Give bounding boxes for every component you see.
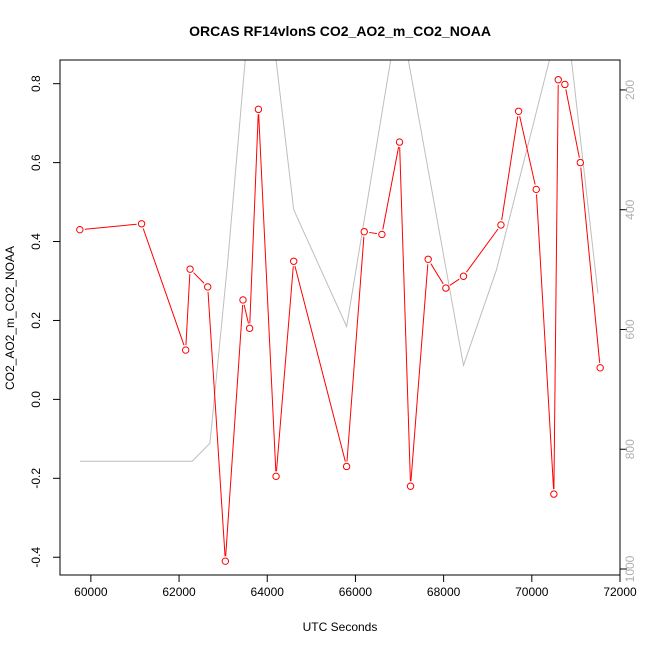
data-point bbox=[561, 80, 569, 89]
series-segment bbox=[249, 114, 259, 324]
y2-tick-label: 400 bbox=[623, 199, 637, 219]
data-point bbox=[272, 472, 280, 481]
series-segment bbox=[294, 265, 346, 462]
series-segment bbox=[565, 89, 580, 158]
y2-tick-label: 1000 bbox=[623, 555, 637, 582]
x-axis-label: UTC Seconds bbox=[303, 620, 378, 634]
data-point bbox=[137, 220, 146, 228]
series-segment bbox=[553, 84, 559, 490]
series-layer bbox=[76, 60, 604, 565]
series-1 bbox=[79, 60, 599, 462]
axes-layer: 60000 62000 64000 66000 68000 70000 72000 -0.4 -… bbox=[29, 75, 637, 599]
y-tick-label: 0.2 bbox=[29, 312, 43, 329]
data-point bbox=[406, 482, 415, 490]
y-tick-label: -0.2 bbox=[29, 468, 43, 489]
data-point bbox=[360, 227, 368, 236]
data-point bbox=[342, 462, 351, 471]
data-point bbox=[181, 346, 190, 354]
y-tick-label: 0.6 bbox=[29, 154, 43, 171]
data-point bbox=[395, 138, 404, 146]
data-point bbox=[554, 76, 562, 84]
data-point bbox=[442, 284, 450, 292]
data-point bbox=[550, 490, 558, 498]
data-point bbox=[497, 221, 505, 229]
x-tick-label: 68000 bbox=[427, 585, 461, 599]
series-segment bbox=[84, 223, 137, 230]
y-tick-label: 0.4 bbox=[29, 233, 43, 250]
series-segment bbox=[225, 304, 244, 557]
data-point bbox=[532, 185, 540, 194]
data-point bbox=[290, 257, 298, 265]
series-segment bbox=[536, 194, 555, 490]
x-tick-label: 66000 bbox=[339, 585, 373, 599]
data-point bbox=[378, 230, 386, 239]
x-tick-label: 70000 bbox=[515, 585, 549, 599]
x-tick-label: 72000 bbox=[603, 585, 637, 599]
data-point bbox=[186, 265, 194, 273]
series-segment bbox=[382, 146, 400, 230]
data-point bbox=[459, 272, 468, 280]
x-tick-label: 60000 bbox=[74, 585, 108, 599]
series-segment bbox=[519, 116, 536, 185]
series-segment bbox=[449, 278, 460, 286]
plot-frame bbox=[59, 59, 621, 576]
series-segment bbox=[275, 266, 294, 472]
data-point bbox=[239, 296, 247, 304]
x-tick-label: 62000 bbox=[162, 585, 196, 599]
series-0 bbox=[76, 76, 604, 565]
series-segment bbox=[346, 236, 365, 462]
series-segment bbox=[410, 264, 429, 482]
series-segment bbox=[185, 274, 191, 346]
y-tick-label: 0.8 bbox=[29, 75, 43, 92]
series-segment bbox=[501, 116, 519, 221]
y2-tick-label: 600 bbox=[623, 319, 637, 339]
series-segment bbox=[430, 263, 444, 285]
series-segment bbox=[369, 231, 378, 235]
series-segment bbox=[207, 291, 226, 557]
y-axis-label: CO2_AO2_m_CO2_NOAA bbox=[3, 246, 17, 390]
data-point bbox=[596, 364, 604, 372]
series-segment bbox=[193, 272, 205, 284]
data-point bbox=[245, 324, 254, 333]
series-line bbox=[79, 60, 599, 462]
y-tick-label: 0.0 bbox=[29, 391, 43, 408]
data-point bbox=[514, 107, 523, 116]
y2-tick-label: 800 bbox=[623, 439, 637, 459]
chart-title: ORCAS RF14vlonS CO2_AO2_m_CO2_NOAA bbox=[189, 23, 491, 39]
y-tick-label: -0.4 bbox=[29, 547, 43, 568]
x-tick-label: 64000 bbox=[251, 585, 285, 599]
data-point bbox=[576, 158, 585, 167]
data-point bbox=[76, 225, 84, 234]
y2-tick-label: 200 bbox=[623, 80, 637, 100]
data-point bbox=[204, 283, 212, 291]
series-segment bbox=[258, 114, 277, 472]
data-point bbox=[221, 557, 230, 565]
data-point bbox=[254, 105, 263, 114]
series-segment bbox=[399, 147, 411, 482]
data-point bbox=[424, 255, 432, 263]
series-segment bbox=[580, 167, 601, 363]
series-segment bbox=[466, 228, 499, 273]
series-segment bbox=[243, 304, 249, 324]
series-segment bbox=[142, 228, 185, 346]
